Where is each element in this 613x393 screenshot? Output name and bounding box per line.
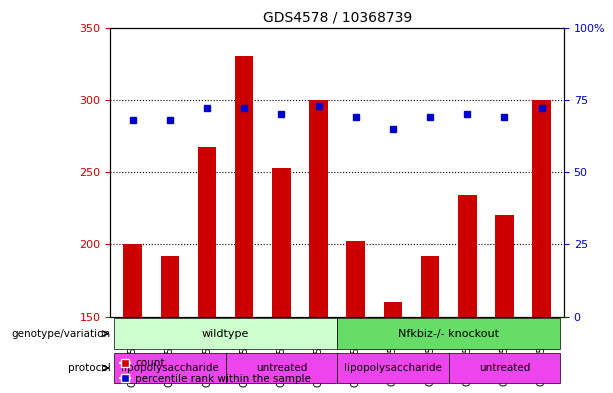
Text: protocol: protocol bbox=[67, 363, 110, 373]
FancyBboxPatch shape bbox=[337, 318, 560, 349]
Text: lipopolysaccharide: lipopolysaccharide bbox=[344, 363, 442, 373]
Bar bbox=[458, 195, 476, 316]
Text: genotype/variation: genotype/variation bbox=[11, 329, 110, 339]
Bar bbox=[495, 215, 514, 316]
FancyBboxPatch shape bbox=[226, 353, 337, 384]
Legend: count, percentile rank within the sample: count, percentile rank within the sample bbox=[115, 354, 315, 388]
Text: untreated: untreated bbox=[479, 363, 530, 373]
Bar bbox=[384, 302, 402, 316]
FancyBboxPatch shape bbox=[337, 353, 449, 384]
Bar bbox=[272, 168, 291, 316]
Bar bbox=[198, 147, 216, 316]
Title: GDS4578 / 10368739: GDS4578 / 10368739 bbox=[262, 11, 412, 25]
Bar bbox=[123, 244, 142, 316]
Text: lipopolysaccharide: lipopolysaccharide bbox=[121, 363, 219, 373]
Text: Nfkbiz-/- knockout: Nfkbiz-/- knockout bbox=[398, 329, 499, 339]
Bar bbox=[161, 256, 179, 316]
FancyBboxPatch shape bbox=[114, 353, 226, 384]
Bar bbox=[346, 241, 365, 316]
Bar bbox=[235, 57, 254, 316]
FancyBboxPatch shape bbox=[449, 353, 560, 384]
Text: untreated: untreated bbox=[256, 363, 307, 373]
Bar bbox=[532, 100, 551, 316]
FancyBboxPatch shape bbox=[114, 318, 337, 349]
Bar bbox=[421, 256, 440, 316]
Bar bbox=[310, 100, 328, 316]
Text: wildtype: wildtype bbox=[202, 329, 249, 339]
